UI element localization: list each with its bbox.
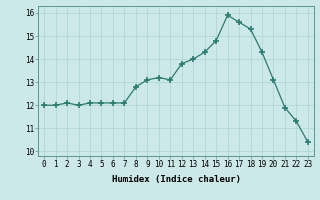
- X-axis label: Humidex (Indice chaleur): Humidex (Indice chaleur): [111, 175, 241, 184]
